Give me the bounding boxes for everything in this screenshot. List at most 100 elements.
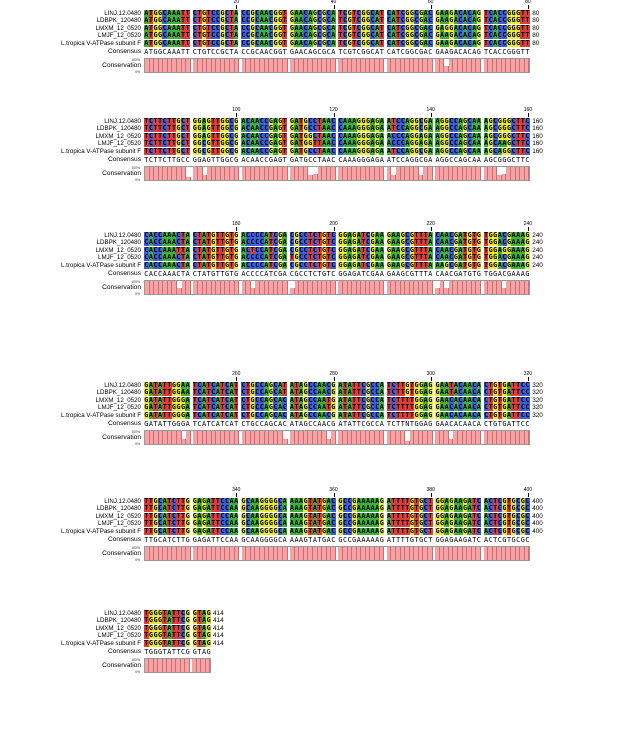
nucleotide-T: T	[298, 147, 304, 155]
nucleotide-G: G	[365, 382, 371, 389]
nucleotide-A: A	[282, 520, 287, 528]
nucleotide-T: T	[206, 246, 211, 254]
nucleotide-G: G	[233, 261, 239, 269]
nucleotide-G: G	[365, 389, 371, 397]
nucleotide-C: C	[525, 527, 530, 535]
nucleotide-T: T	[520, 118, 526, 125]
nucleotide-C: C	[405, 254, 410, 262]
nucleotide-C: C	[241, 396, 246, 404]
nucleotide-A: A	[483, 512, 489, 520]
nucleotide-C: C	[435, 254, 440, 262]
conservation-bar	[448, 431, 454, 444]
conservation-bar	[375, 547, 380, 560]
nucleotide-A: A	[511, 239, 516, 247]
nucleotide-G: G	[268, 396, 274, 404]
nucleotide-A: A	[467, 404, 472, 412]
nucleotide-G: G	[206, 610, 211, 617]
nucleotide-G: G	[515, 10, 521, 17]
conservation-bar	[347, 281, 353, 294]
nucleotide-A: A	[520, 239, 526, 247]
ruler-tick	[430, 493, 432, 497]
nucleotide-A: A	[171, 32, 177, 40]
nucleotide-T: T	[428, 498, 433, 505]
nucleotide-G: G	[502, 147, 507, 155]
nucleotide-A: A	[294, 10, 299, 17]
nucleotide-T: T	[282, 147, 287, 155]
conservation-bar	[510, 431, 516, 444]
nucleotide-A: A	[307, 17, 313, 25]
nucleotide-G: G	[448, 10, 454, 17]
nucleotide-T: T	[166, 140, 172, 148]
ruler-tick-label: 40	[330, 0, 337, 5]
nucleotide-A: A	[467, 411, 472, 419]
nucleotide-A: A	[379, 232, 385, 239]
conservation-bar	[326, 431, 332, 444]
nucleotide-G: G	[435, 39, 440, 47]
nucleotide-T: T	[166, 382, 172, 389]
nucleotide-A: A	[347, 125, 352, 133]
nucleotide-G: G	[192, 617, 198, 625]
nucleotide-A: A	[298, 411, 304, 419]
nucleotide-A: A	[423, 17, 428, 25]
conservation-bar	[278, 167, 283, 180]
conservation-bar	[365, 431, 371, 444]
nucleotide-G: G	[233, 254, 239, 262]
nucleotide-G: G	[185, 610, 190, 617]
nucleotide-A: A	[254, 140, 260, 148]
nucleotide-G: G	[435, 505, 440, 513]
nucleotide-G: G	[492, 261, 498, 269]
nucleotide-T: T	[215, 132, 221, 140]
nucleotide-A: A	[439, 389, 445, 397]
nucleotide-T: T	[176, 617, 181, 625]
nucleotide-G: G	[268, 527, 274, 535]
nucleotide-G: G	[303, 411, 308, 419]
nucleotide-C: C	[157, 246, 163, 254]
nucleotide-T: T	[471, 520, 477, 528]
conservation-bar	[370, 59, 376, 72]
nucleotide-G: G	[405, 24, 410, 32]
nucleotide-G: G	[273, 10, 278, 17]
nucleotide-A: A	[148, 246, 154, 254]
nucleotide-T: T	[462, 232, 468, 239]
nucleotide-T: T	[176, 639, 181, 647]
nucleotide-A: A	[428, 261, 433, 269]
nucleotide-A: A	[444, 411, 449, 419]
nucleotide-G: G	[409, 17, 415, 25]
conservation-bar	[211, 167, 217, 180]
conservation-bar	[185, 659, 190, 672]
nucleotide-C: C	[330, 140, 336, 148]
nucleotide-T: T	[483, 32, 489, 40]
conservation-bar	[405, 167, 410, 180]
nucleotide-T: T	[428, 512, 433, 520]
nucleotide-T: T	[282, 132, 287, 140]
nucleotide-C: C	[268, 32, 274, 40]
nucleotide-C: C	[391, 404, 396, 412]
conservation-bar	[524, 547, 530, 560]
nucleotide-A: A	[294, 32, 299, 40]
nucleotide-G: G	[277, 232, 283, 239]
nucleotide-G: G	[448, 17, 454, 25]
nucleotide-T: T	[395, 505, 401, 513]
nucleotide-A: A	[201, 118, 207, 125]
nucleotide-T: T	[176, 632, 181, 640]
nucleotide-C: C	[277, 505, 283, 513]
nucleotide-A: A	[483, 125, 489, 133]
nucleotide-G: G	[224, 118, 230, 125]
nucleotide-A: A	[471, 10, 477, 17]
nucleotide-C: C	[414, 10, 419, 17]
nucleotide-T: T	[492, 498, 498, 505]
nucleotide-C: C	[245, 498, 251, 505]
nucleotide-C: C	[428, 32, 433, 40]
nucleotide-C: C	[471, 389, 477, 397]
conservation-bar	[216, 59, 221, 72]
nucleotide-G: G	[220, 17, 225, 25]
nucleotide-G: G	[273, 527, 278, 535]
nucleotide-A: A	[338, 396, 343, 404]
nucleotide-G: G	[520, 512, 526, 520]
nucleotide-G: G	[365, 396, 371, 404]
nucleotide-T: T	[215, 505, 221, 513]
nucleotide-T: T	[220, 389, 225, 397]
